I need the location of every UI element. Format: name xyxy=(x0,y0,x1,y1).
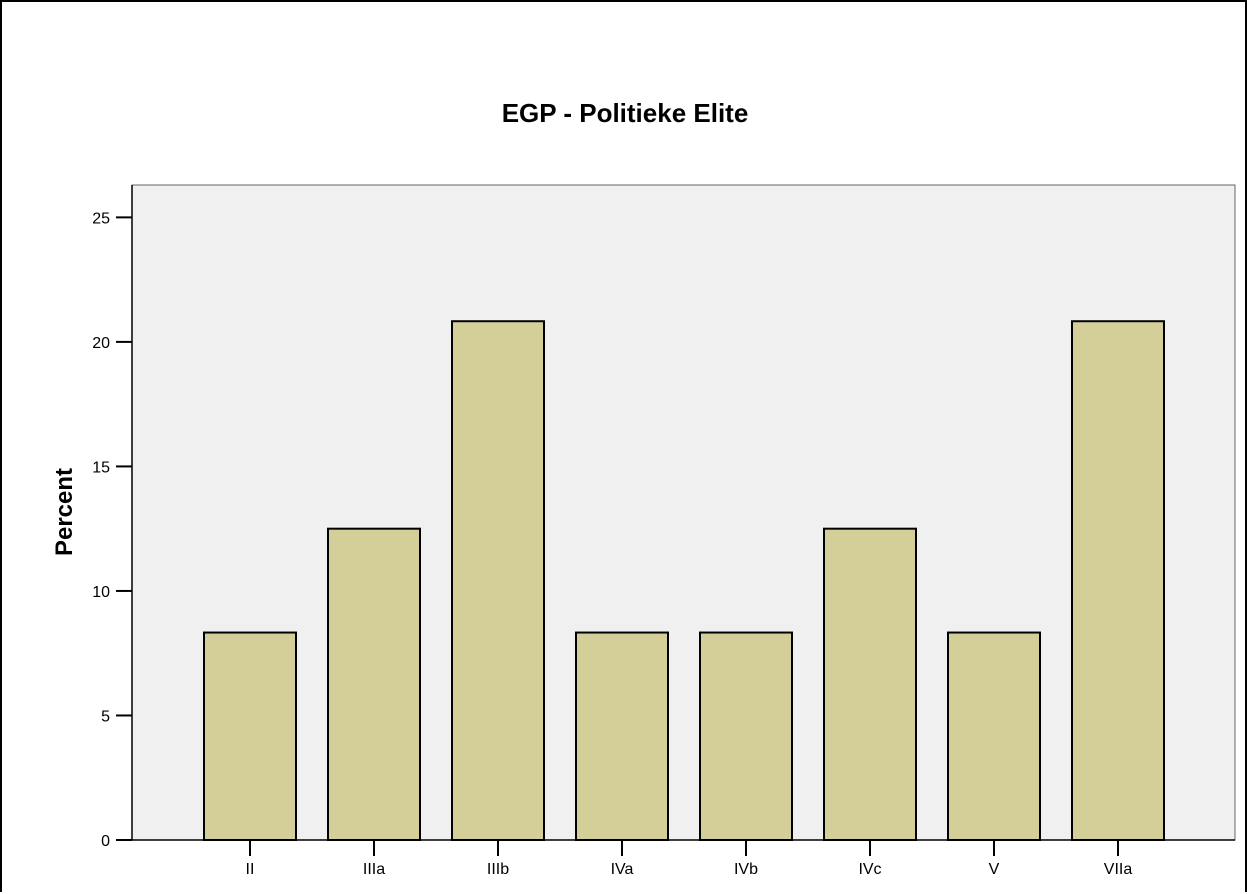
bar-IVa xyxy=(575,631,669,841)
x-tick-label: II xyxy=(246,861,255,878)
x-tick-label: IVb xyxy=(734,861,758,878)
bar-VIIa xyxy=(1071,320,1165,841)
y-tick-label: 20 xyxy=(92,335,110,352)
x-tick-label: IVc xyxy=(858,861,881,878)
y-axis-label: Percent xyxy=(51,468,78,556)
chart-title: EGP - Politieke Elite xyxy=(502,98,749,128)
x-tick-label: VIIa xyxy=(1104,861,1133,878)
y-tick-label: 5 xyxy=(101,708,110,725)
x-tick-label: V xyxy=(989,861,1000,878)
x-tick-label: IIIa xyxy=(363,861,385,878)
bar-V xyxy=(947,631,1041,841)
bar-IIIa xyxy=(327,527,421,842)
x-tick-label: IVa xyxy=(611,861,634,878)
y-axis: 0 5 10 15 20 25 xyxy=(92,185,133,850)
bar-IVc xyxy=(823,527,917,842)
y-tick-label: 15 xyxy=(92,459,110,476)
x-tick-label: IIIb xyxy=(487,861,509,878)
bar-IVb xyxy=(699,631,793,841)
bar-II xyxy=(203,631,297,841)
x-axis: II IIIa IIIb IVa IVb IVc V VIIa xyxy=(116,839,1235,878)
y-tick-label: 10 xyxy=(92,584,110,601)
bar-IIIb xyxy=(451,320,545,841)
y-tick-label: 25 xyxy=(92,210,110,227)
y-tick-label: 0 xyxy=(101,833,110,850)
bars xyxy=(203,320,1165,842)
plot-area xyxy=(131,184,1236,841)
